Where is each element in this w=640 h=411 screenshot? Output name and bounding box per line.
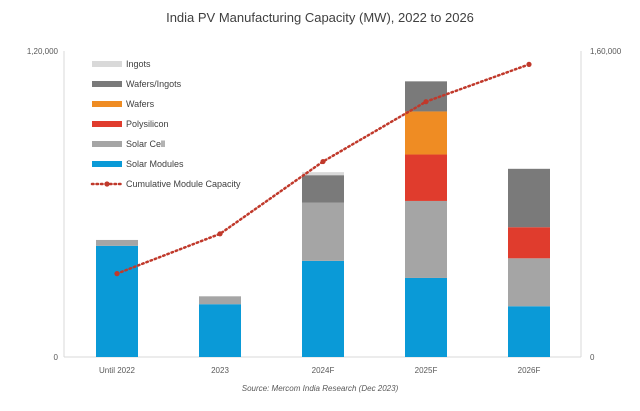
legend-swatch [92,121,122,127]
bar-ingots-2 [302,172,344,176]
legend-swatch [92,141,122,147]
bar-polysilicon-3 [405,154,447,201]
bar-wafers-ingots-2 [302,175,344,203]
chart-title: India PV Manufacturing Capacity (MW), 20… [166,10,474,25]
y-tick-zero: 0 [54,353,59,362]
x-tick-label: 2023 [211,366,229,375]
legend-label: Wafers/Ingots [126,79,182,89]
legend-line-marker [104,181,110,187]
legend-swatch [92,81,122,87]
chart-source: Source: Mercom India Research (Dec 2023) [242,384,399,393]
bar-solar-cell-4 [508,258,550,307]
y2-tick-zero: 0 [590,353,595,362]
bar-solar-modules-4 [508,306,550,357]
legend-label: Polysilicon [126,119,169,129]
cumulative-point-1 [217,231,223,237]
x-tick-label: 2026F [518,366,541,375]
legend-label: Wafers [126,99,155,109]
cumulative-point-3 [423,99,429,105]
legend-label: Solar Cell [126,139,165,149]
cumulative-point-0 [114,271,120,277]
legend-swatch [92,61,122,67]
legend-label: Cumulative Module Capacity [126,179,241,189]
bar-wafers-ingots-4 [508,168,550,228]
x-tick-label: 2024F [312,366,335,375]
legend-label: Ingots [126,59,151,69]
bar-solar-cell-0 [96,239,138,246]
x-tick-label: 2025F [415,366,438,375]
bar-solar-cell-2 [302,202,344,261]
bar-solar-modules-2 [302,260,344,357]
bar-solar-cell-1 [199,296,241,305]
bar-wafers-3 [405,111,447,155]
bar-solar-modules-1 [199,304,241,357]
legend-swatch [92,161,122,167]
legend-swatch [92,101,122,107]
legend-label: Solar Modules [126,159,184,169]
bar-solar-modules-0 [96,245,138,357]
cumulative-point-2 [320,158,326,165]
y-tick-top: 1,20,000 [27,47,59,56]
cumulative-point-4 [526,61,532,67]
x-tick-label: Until 2022 [99,366,136,375]
y2-tick-top: 1,60,000 [590,47,622,56]
bar-polysilicon-4 [508,227,550,259]
bar-solar-modules-3 [405,277,447,357]
bar-solar-cell-3 [405,200,447,278]
